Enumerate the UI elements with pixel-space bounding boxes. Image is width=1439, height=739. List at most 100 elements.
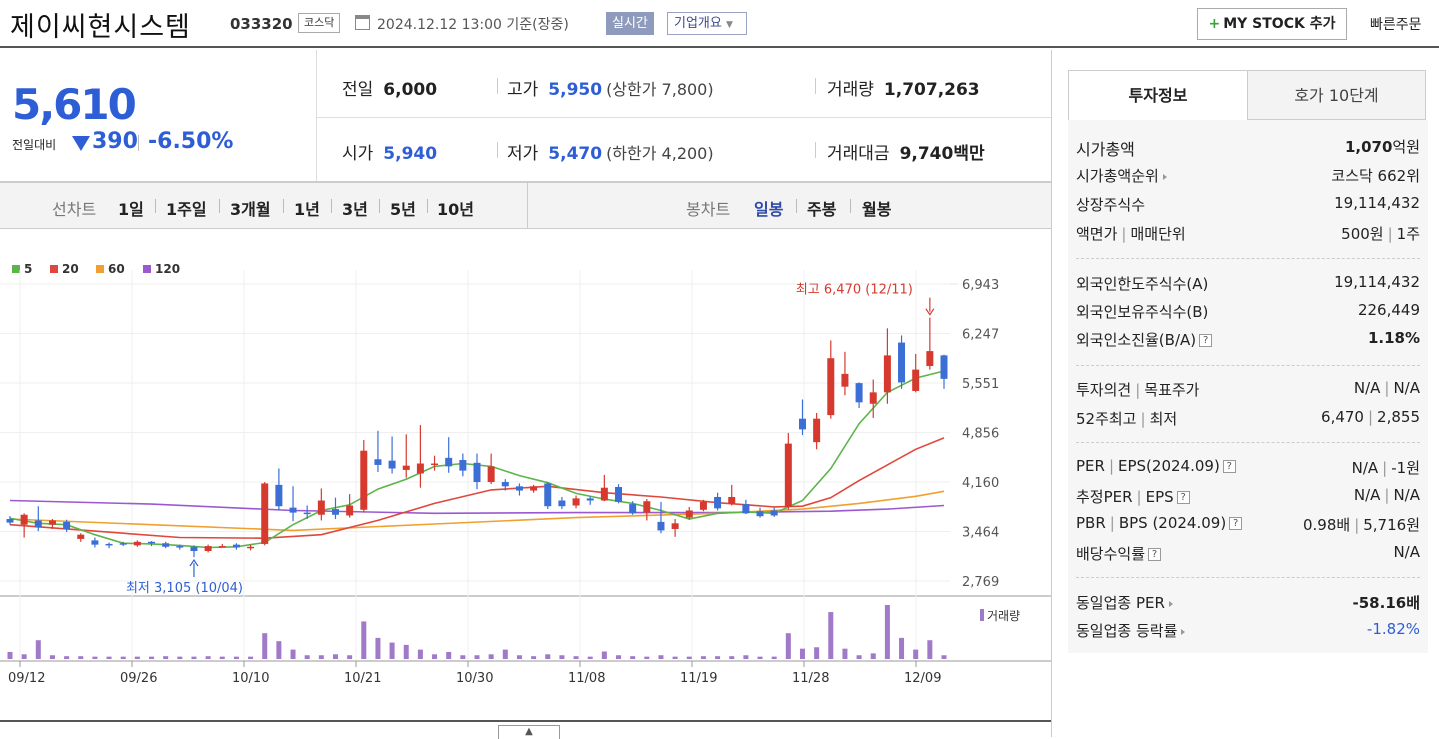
volume-bar — [573, 656, 579, 659]
volume-bar — [248, 656, 254, 659]
divider — [527, 183, 528, 228]
info-row: 추정PER | EPS? N/A | N/A — [1076, 486, 1420, 510]
price-summary: 5,610 전일대비 390 -6.50% 전일 6,000 고가 5,950 (상한… — [0, 50, 1051, 182]
low-arrow-head — [189, 559, 199, 567]
tab-invest-info[interactable]: 투자정보 — [1068, 70, 1248, 120]
per-value: N/A — [1351, 459, 1379, 477]
pbr-label-wrap: PBR | BPS (2024.09)? — [1076, 514, 1243, 532]
candle-body — [869, 392, 877, 404]
candle-body — [190, 546, 198, 552]
volume-bar — [290, 649, 296, 659]
par-value-wrap: 500원 | 1주 — [1341, 223, 1420, 244]
timestamp: 2024.12.12 13:00 기준(장중) — [377, 17, 569, 33]
divider — [1076, 577, 1420, 578]
arrow-right-icon — [1162, 173, 1167, 180]
candle-body — [48, 520, 56, 525]
help-icon[interactable]: ? — [1222, 460, 1236, 473]
opinion-label: 투자의견 — [1076, 381, 1132, 399]
x-tick-label: 10/21 — [344, 671, 381, 686]
period-3y[interactable]: 3년 — [342, 200, 368, 219]
divider — [219, 199, 220, 213]
price-change: 390 — [92, 129, 138, 154]
volume-bar — [870, 653, 876, 659]
period-1d[interactable]: 1일 — [118, 200, 144, 219]
y-tick-label: 3,464 — [962, 526, 999, 541]
info-row[interactable]: 동일업종 PER -58.16배 — [1076, 592, 1420, 616]
candle-body — [133, 541, 141, 546]
volume-bar — [686, 656, 692, 659]
info-row: 액면가 | 매매단위 500원 | 1주 — [1076, 223, 1420, 247]
volume-bar — [92, 656, 98, 659]
candle-body — [176, 546, 184, 548]
tab-order-book[interactable]: 호가 10단계 — [1247, 70, 1426, 120]
upper-limit: (상한가 7,800) — [606, 80, 714, 99]
volume-bar — [7, 651, 13, 659]
info-row[interactable]: 동일업종 등락률 -1.82% — [1076, 620, 1420, 644]
info-tabs: 투자정보 호가 10단계 — [1068, 70, 1428, 120]
candle-daily[interactable]: 일봉 — [754, 200, 784, 219]
x-tick-label: 09/26 — [120, 671, 157, 686]
x-tick-label: 12/09 — [904, 671, 941, 686]
company-info-button[interactable]: 기업개요 ▼ — [667, 12, 747, 35]
volume-bar — [743, 655, 749, 659]
legend-swatch — [12, 265, 20, 273]
period-3m[interactable]: 3개월 — [230, 200, 271, 219]
volume-bar — [233, 656, 239, 659]
y-tick-label: 6,247 — [962, 328, 999, 343]
candle-body — [671, 523, 679, 529]
opinion-value-wrap: N/A | N/A — [1354, 379, 1420, 397]
est-per-value-wrap: N/A | N/A — [1354, 486, 1420, 504]
collapse-chart-button[interactable]: ▲ — [498, 725, 560, 739]
candle-body — [431, 463, 439, 466]
volume-bar — [502, 649, 508, 659]
open-value: 5,940 — [383, 144, 438, 164]
candle-body — [756, 511, 764, 517]
volume-bar — [856, 655, 862, 659]
price-chart[interactable]: 5 20 60 120 6,943 6,247 5,551 4,856 4,160 3,4… — [0, 250, 1051, 720]
div-label: 배당수익률 — [1076, 545, 1146, 563]
info-row[interactable]: 시가총액순위 코스닥 662위 — [1076, 165, 1420, 189]
candle-body — [784, 443, 792, 507]
volume-bar — [318, 655, 324, 659]
divider — [1076, 442, 1420, 443]
candle-body — [77, 534, 85, 539]
legend-ma120: 120 — [143, 262, 180, 276]
opinion-value: N/A — [1353, 379, 1381, 397]
divider — [379, 199, 380, 213]
quick-order-link[interactable]: 빠른주문 — [1370, 17, 1422, 33]
volume-label: 거래량 — [987, 609, 1020, 623]
current-price: 5,610 — [12, 80, 137, 129]
chart-canvas[interactable]: 6,943 6,247 5,551 4,856 4,160 3,464 2,769 09/12… — [0, 250, 1051, 720]
volume-bar — [332, 654, 338, 659]
divider: | — [1121, 225, 1127, 243]
bps-value: 5,716원 — [1363, 516, 1420, 534]
div-value: N/A — [1393, 543, 1420, 561]
realtime-button[interactable]: 실시간 — [606, 12, 654, 35]
sector-per-label: 동일업종 PER — [1076, 594, 1165, 612]
candle-weekly[interactable]: 주봉 — [807, 200, 837, 219]
help-icon[interactable]: ? — [1199, 334, 1213, 347]
shares-value: 19,114,432 — [1334, 194, 1420, 212]
period-1y[interactable]: 1년 — [294, 200, 320, 219]
volume-bar — [771, 656, 777, 659]
period-1w[interactable]: 1주일 — [166, 200, 207, 219]
low-value: 5,470 — [548, 144, 603, 164]
volume-bar — [488, 654, 494, 659]
rank-label-wrap: 시가총액순위 — [1076, 165, 1167, 186]
volume-bar — [516, 655, 522, 659]
help-icon[interactable]: ? — [1229, 517, 1243, 530]
period-10y[interactable]: 10년 — [437, 200, 474, 219]
candle-body — [530, 486, 538, 491]
candle-body — [317, 500, 325, 515]
add-my-stock-button[interactable]: + MY STOCK 추가 — [1197, 8, 1347, 40]
period-5y[interactable]: 5년 — [390, 200, 416, 219]
volume-bar — [474, 655, 480, 659]
stock-code: 033320 — [230, 15, 293, 33]
sector-rate-label-wrap: 동일업종 등락률 — [1076, 620, 1186, 641]
candle-monthly[interactable]: 월봉 — [862, 200, 892, 219]
help-icon[interactable]: ? — [1148, 548, 1162, 561]
low-label: 저가 — [507, 144, 539, 164]
candle-body — [558, 500, 566, 507]
volume-bar — [361, 621, 367, 659]
help-icon[interactable]: ? — [1176, 491, 1190, 504]
